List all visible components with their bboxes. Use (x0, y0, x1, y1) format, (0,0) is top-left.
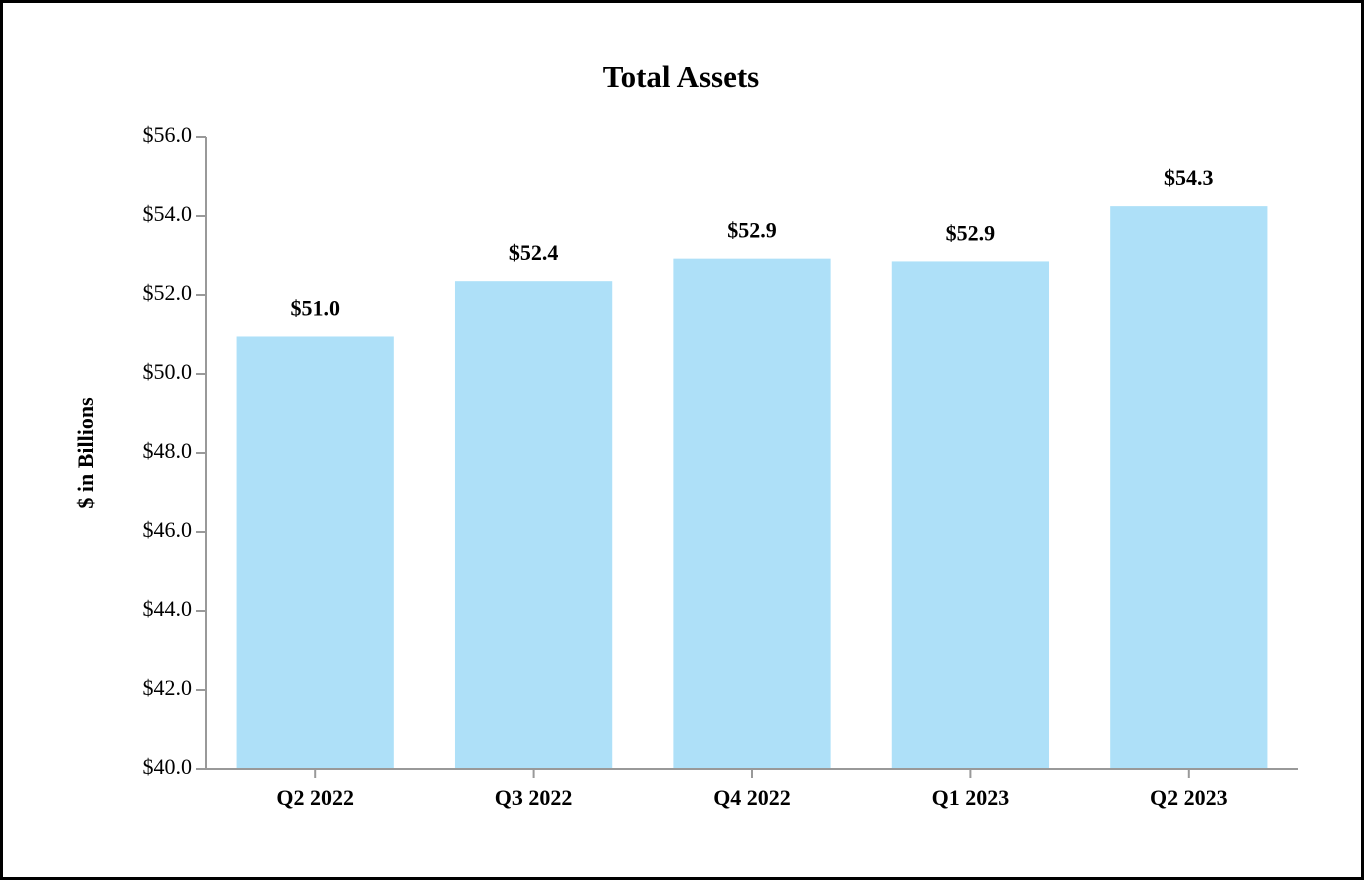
x-tick-label: Q2 2022 (276, 785, 354, 810)
y-tick-label: $46.0 (143, 517, 193, 542)
bar (673, 258, 831, 769)
chart-title: Total Assets (603, 59, 759, 94)
bar (891, 261, 1050, 769)
y-tick-label: $48.0 (143, 438, 193, 463)
x-tick-label: Q4 2022 (713, 785, 791, 810)
value-label: $52.4 (509, 240, 559, 265)
y-tick-label: $54.0 (143, 201, 193, 226)
bar (454, 281, 613, 769)
x-tick-label: Q2 2023 (1150, 785, 1228, 810)
y-tick-label: $56.0 (143, 122, 193, 147)
value-label: $52.9 (727, 218, 777, 243)
x-tick-label: Q3 2022 (495, 785, 573, 810)
y-axis-label: $ in Billions (73, 397, 98, 509)
value-label: $54.3 (1164, 165, 1214, 190)
y-tick-label: $50.0 (143, 359, 193, 384)
bar (236, 336, 394, 769)
y-tick-label: $42.0 (143, 675, 193, 700)
value-label: $51.0 (290, 296, 340, 321)
y-tick-label: $44.0 (143, 596, 193, 621)
y-tick-label: $52.0 (143, 280, 193, 305)
y-tick-label: $40.0 (143, 754, 193, 779)
value-label: $52.9 (946, 220, 996, 245)
x-tick-label: Q1 2023 (932, 785, 1010, 810)
bar (1110, 206, 1268, 769)
